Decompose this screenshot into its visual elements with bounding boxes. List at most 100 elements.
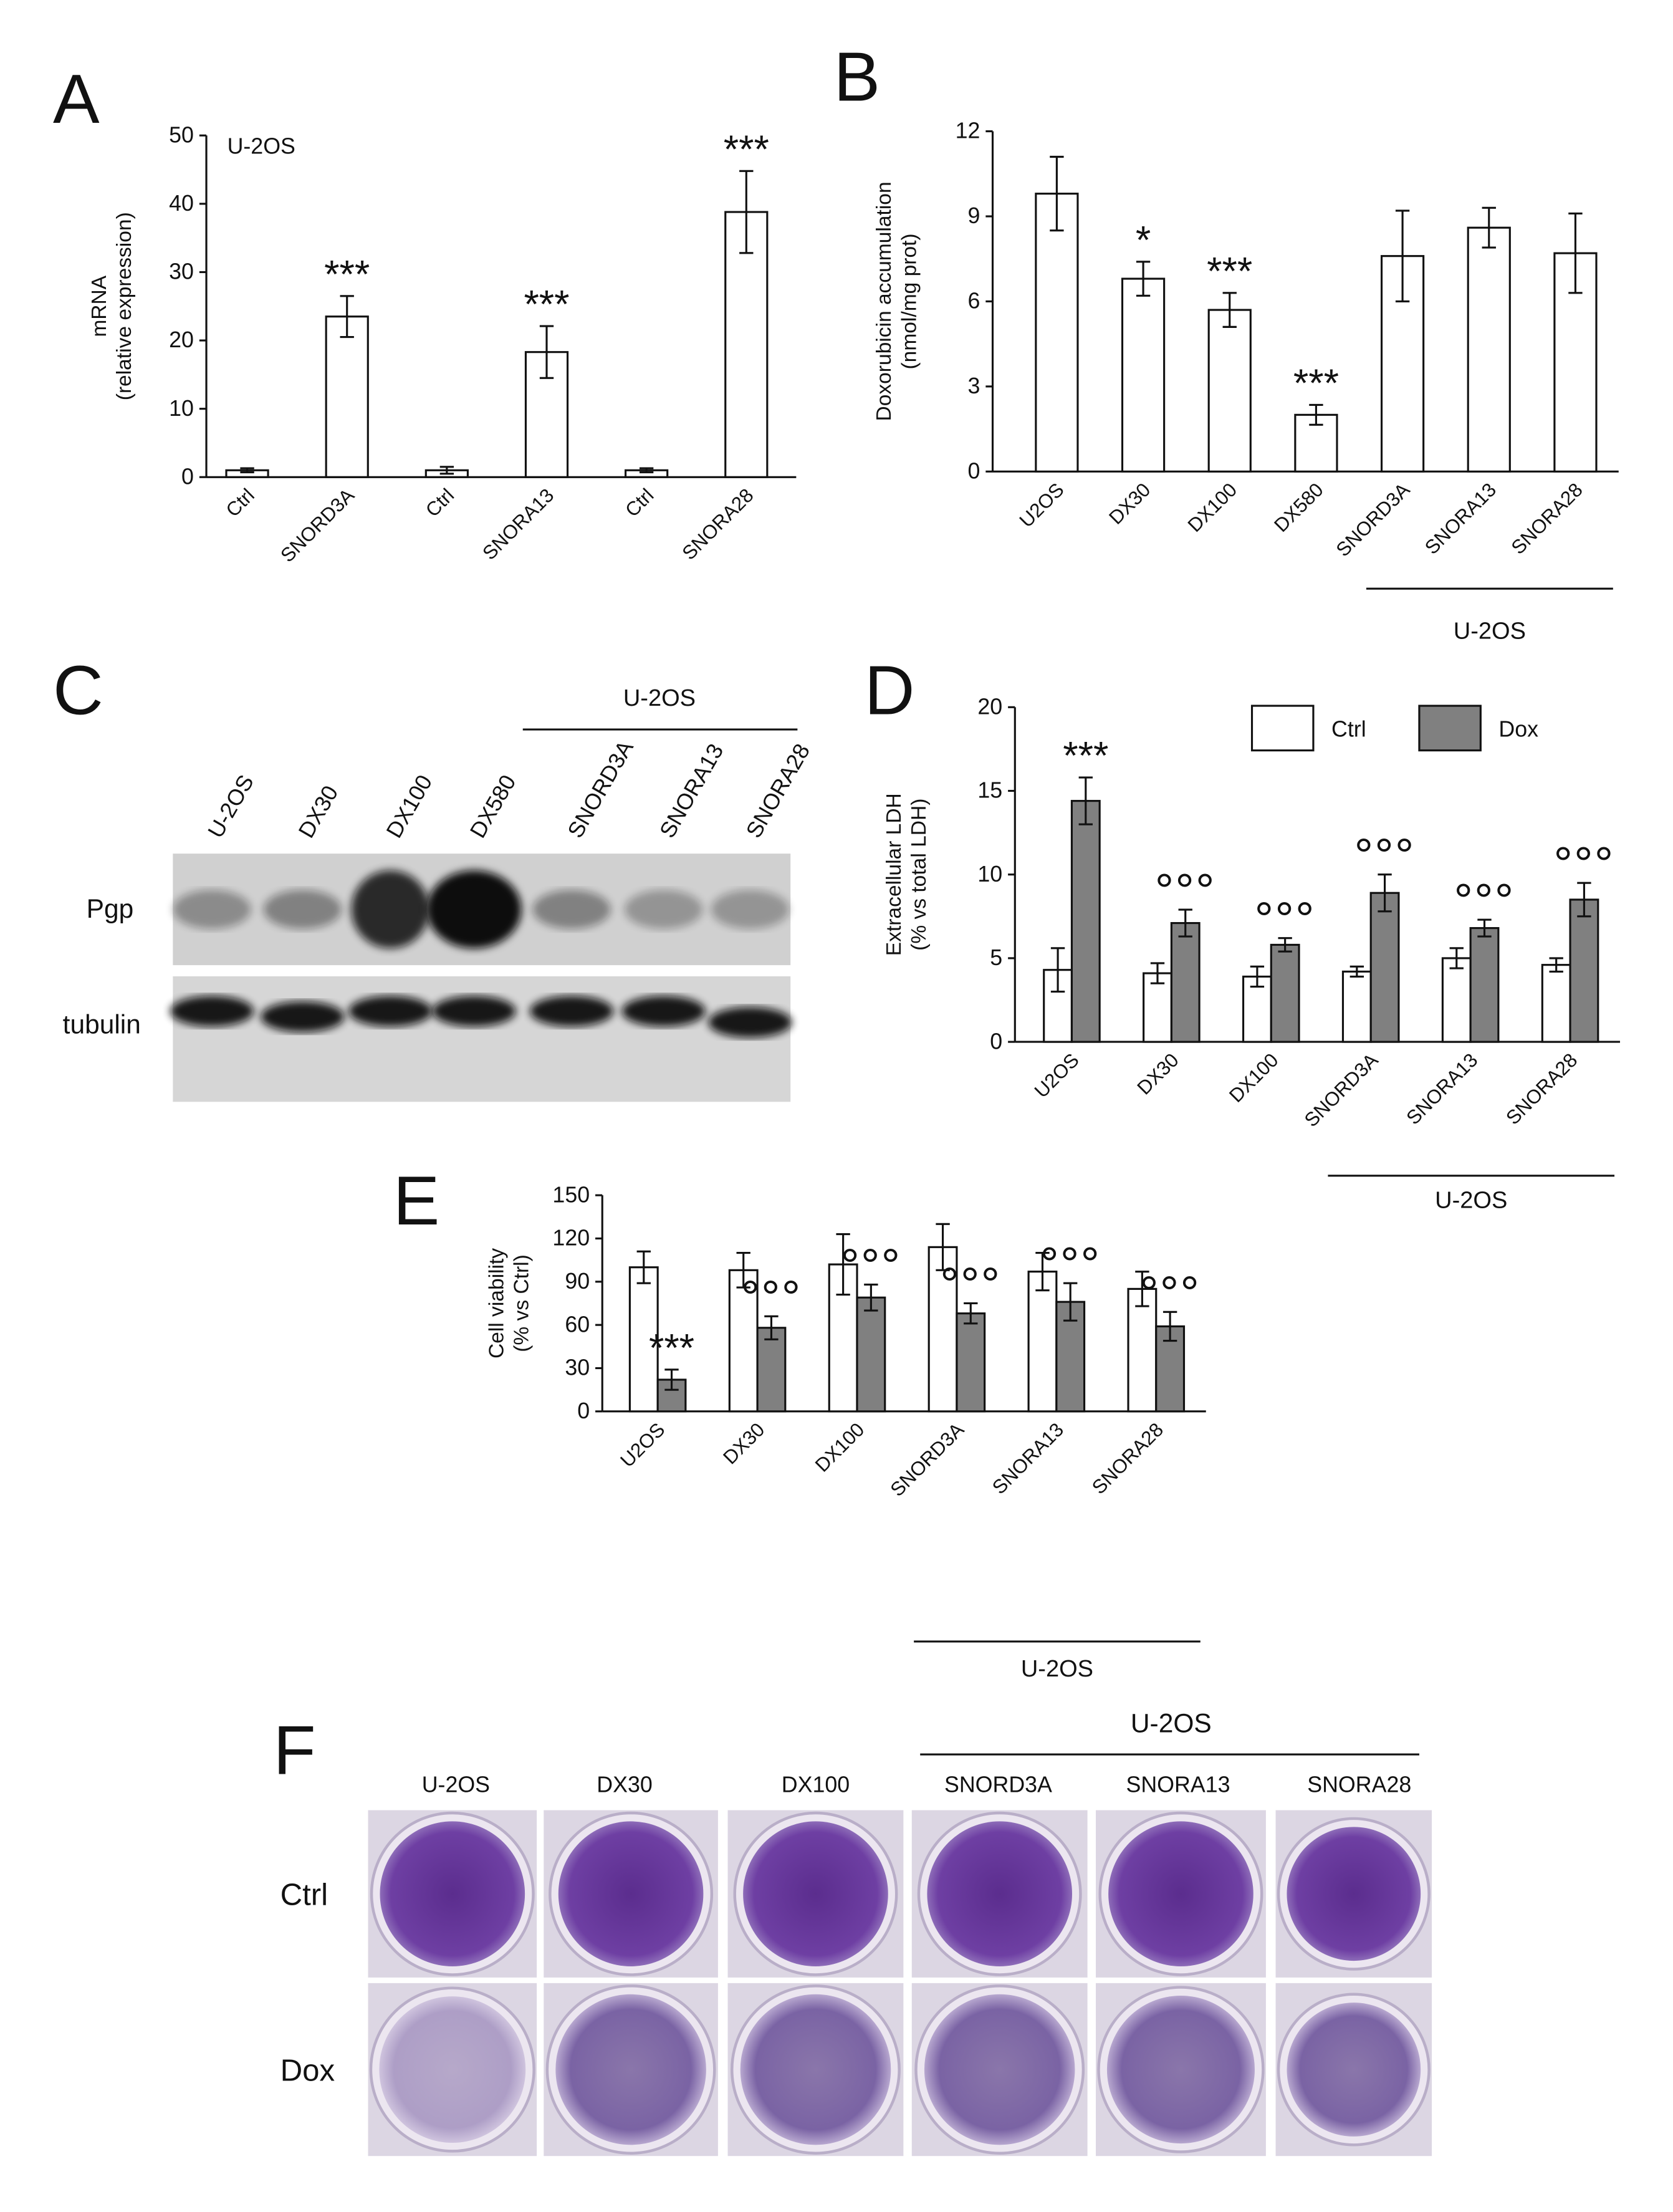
y-axis-label: (relative expression) [113, 212, 136, 400]
error-bar [1482, 206, 1496, 249]
bar [756, 1327, 787, 1413]
significance-label: °°° [1454, 875, 1515, 928]
bar [1127, 1287, 1158, 1413]
error-bar [1309, 403, 1323, 426]
bar [325, 315, 369, 478]
y-axis-label: Doxorubicin accumulation [873, 181, 896, 421]
x-tick-label: SNORA13 [478, 484, 558, 564]
y-tick-label: 6 [967, 289, 980, 314]
significance-label: * [1136, 218, 1151, 262]
x-tick-label: DX100 [1184, 479, 1241, 536]
bar [1441, 957, 1472, 1043]
blot-band [625, 890, 703, 929]
error-bar [340, 295, 354, 339]
x-tick-label: U2OS [1030, 1049, 1083, 1102]
bar [1569, 898, 1599, 1043]
legend-swatch [1250, 704, 1315, 752]
x-tick-label: SNORA28 [678, 484, 758, 564]
blot-band [532, 890, 611, 929]
bar [1541, 964, 1571, 1043]
error-bar [836, 1233, 850, 1296]
bar [928, 1246, 958, 1413]
well [558, 1821, 704, 1967]
y-axis-label: Cell viability [485, 1248, 508, 1358]
x-tick-label: SNORD3A [1300, 1049, 1383, 1132]
group-label: U-2OS [1021, 1656, 1093, 1682]
blot-band [711, 890, 789, 929]
lane-label: DX580 [465, 771, 520, 842]
error-bar [864, 1283, 878, 1312]
error-bar [1349, 965, 1364, 978]
panel-label: D [865, 651, 915, 729]
y-axis-label: Extracellular LDH [883, 793, 906, 956]
error-bar [639, 467, 654, 474]
error-bar [1395, 209, 1410, 303]
bar [1143, 972, 1172, 1043]
row-label: Dox [280, 2053, 335, 2087]
y-tick-label: 9 [967, 203, 980, 228]
y-tick-label: 12 [956, 118, 980, 143]
error-bar [764, 1315, 779, 1340]
error-bar [1078, 776, 1093, 825]
error-bar [1278, 937, 1292, 953]
error-bar [1050, 947, 1065, 993]
row-label: Pgp [87, 895, 134, 924]
error-bar [240, 467, 254, 474]
error-bar [1250, 965, 1265, 988]
error-bar [1178, 908, 1192, 938]
column-label: SNORA28 [1307, 1772, 1411, 1797]
lane-label: DX30 [294, 781, 343, 842]
significance-label: *** [1293, 362, 1339, 405]
significance-label: °°° [1553, 838, 1614, 891]
y-tick-label: 0 [181, 464, 194, 489]
well [1108, 1821, 1254, 1967]
y-axis-label: (nmol/mg prot) [898, 233, 921, 369]
significance-label: *** [724, 128, 769, 171]
group-label: U-2OS [1131, 1709, 1212, 1738]
blot-band [348, 996, 433, 1027]
y-tick-label: 90 [565, 1269, 590, 1294]
y-tick-label: 10 [169, 396, 194, 421]
x-tick-label: SNORA28 [1502, 1049, 1581, 1129]
well [924, 1994, 1075, 2145]
bar [956, 1312, 986, 1413]
panel-label: A [53, 60, 100, 138]
blot-band [708, 1007, 792, 1038]
significance-label: °°° [1139, 1267, 1201, 1320]
significance-label: °°° [1354, 829, 1416, 882]
legend-label: Ctrl [1331, 716, 1366, 741]
lane-label: SNORA28 [741, 739, 815, 842]
lane-label: SNORD3A [563, 736, 638, 842]
column-label: DX100 [782, 1772, 850, 1797]
significance-label: *** [1063, 734, 1108, 778]
y-axis-label: (% vs total LDH) [908, 799, 931, 951]
group-label: U-2OS [1454, 618, 1526, 645]
group-label: U-2OS [1435, 1187, 1507, 1213]
y-axis-label: mRNA [88, 275, 111, 337]
well [1106, 1995, 1255, 2144]
y-tick-label: 15 [977, 778, 1002, 803]
row-label: tubulin [63, 1011, 141, 1040]
blot-band [351, 870, 429, 949]
x-tick-label: DX30 [719, 1418, 769, 1468]
y-tick-label: 30 [169, 259, 194, 284]
x-tick-label: Ctrl [421, 484, 458, 521]
y-tick-label: 50 [169, 122, 194, 147]
bar [1121, 277, 1166, 473]
x-tick-label: Ctrl [621, 484, 658, 521]
blot-band [426, 870, 522, 949]
significance-label: °°° [940, 1258, 1001, 1311]
x-tick-label: DX100 [1225, 1049, 1282, 1107]
significance-label: °°° [840, 1239, 901, 1292]
lane-label: DX100 [381, 771, 437, 842]
error-bar [1477, 918, 1492, 938]
y-tick-label: 20 [977, 694, 1002, 719]
bar [1170, 921, 1201, 1043]
well [1287, 1827, 1421, 1961]
panel-label: C [53, 651, 103, 729]
significance-label: °°° [741, 1271, 802, 1324]
column-label: SNORA13 [1126, 1772, 1230, 1797]
x-tick-label: DX100 [811, 1418, 868, 1476]
y-tick-label: 120 [552, 1226, 590, 1251]
